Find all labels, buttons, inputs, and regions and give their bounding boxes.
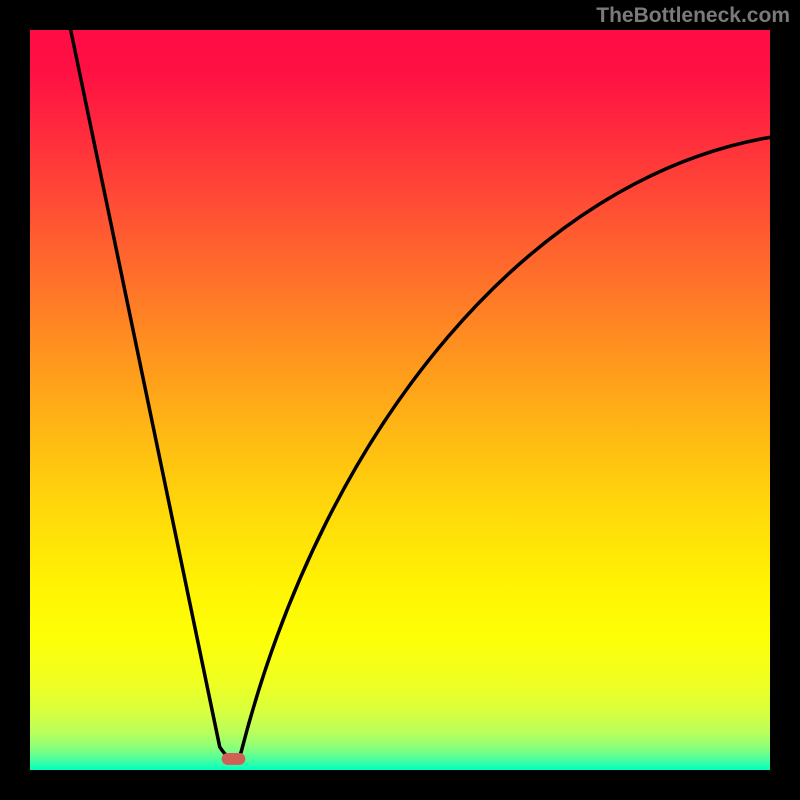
dip-marker <box>222 753 246 765</box>
watermark-text: TheBottleneck.com <box>596 4 790 28</box>
chart-container: TheBottleneck.com <box>0 0 800 800</box>
plot-area <box>30 30 770 770</box>
bottleneck-curve <box>71 30 770 759</box>
curve-layer <box>30 30 770 770</box>
